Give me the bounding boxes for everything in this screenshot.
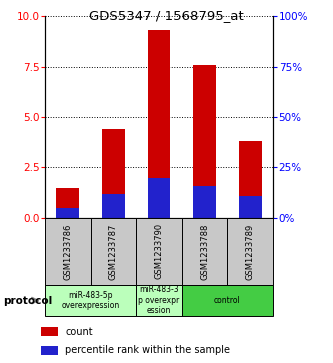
Bar xyxy=(239,141,262,218)
Text: GSM1233789: GSM1233789 xyxy=(246,223,255,280)
Text: GSM1233788: GSM1233788 xyxy=(200,223,209,280)
Text: miR-483-3
p overexpr
ession: miR-483-3 p overexpr ession xyxy=(139,285,179,315)
Bar xyxy=(41,346,58,355)
Text: GDS5347 / 1568795_at: GDS5347 / 1568795_at xyxy=(89,9,244,22)
Bar xyxy=(102,193,125,218)
Bar xyxy=(148,178,170,218)
Bar xyxy=(148,30,170,218)
Bar xyxy=(45,218,91,285)
Bar xyxy=(182,218,227,285)
Bar xyxy=(136,218,182,285)
Text: GSM1233786: GSM1233786 xyxy=(63,223,72,280)
Bar xyxy=(56,208,79,218)
Bar xyxy=(41,327,58,336)
Text: miR-483-5p
overexpression: miR-483-5p overexpression xyxy=(62,291,120,310)
Bar xyxy=(102,129,125,218)
Bar xyxy=(193,65,216,218)
Text: GSM1233790: GSM1233790 xyxy=(155,223,164,280)
Bar xyxy=(136,285,182,316)
Text: count: count xyxy=(65,327,93,337)
Bar xyxy=(193,185,216,218)
Text: control: control xyxy=(214,296,241,305)
Bar xyxy=(45,285,136,316)
Bar xyxy=(182,285,273,316)
Text: protocol: protocol xyxy=(3,295,53,306)
Text: GSM1233787: GSM1233787 xyxy=(109,223,118,280)
Bar xyxy=(56,188,79,218)
Bar xyxy=(239,196,262,218)
Text: percentile rank within the sample: percentile rank within the sample xyxy=(65,345,230,355)
Bar xyxy=(227,218,273,285)
Bar xyxy=(91,218,136,285)
